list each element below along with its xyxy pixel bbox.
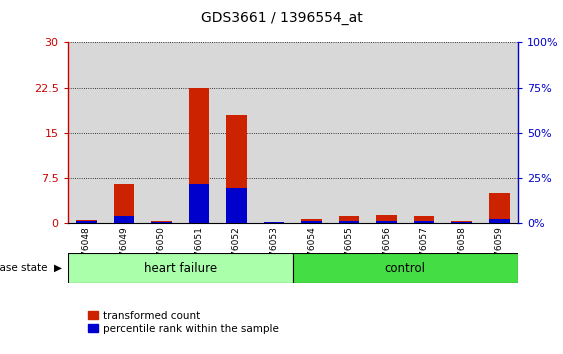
Bar (443, 42, 480, 223)
Text: control: control (385, 262, 426, 275)
Bar (151, 222, 172, 223)
Bar (405, 42, 443, 223)
Bar (114, 184, 134, 223)
Text: disease state  ▶: disease state ▶ (0, 263, 62, 273)
Bar (68, 253, 293, 283)
Text: GDS3661 / 1396554_at: GDS3661 / 1396554_at (200, 11, 363, 25)
Bar (414, 221, 435, 223)
Bar (68, 42, 105, 223)
Bar (489, 218, 510, 223)
Bar (263, 222, 284, 223)
Bar (189, 184, 209, 223)
Bar (339, 221, 359, 223)
Bar (452, 222, 472, 223)
Bar (114, 216, 134, 223)
Bar (151, 221, 172, 223)
Bar (339, 216, 359, 223)
Bar (293, 253, 518, 283)
Bar (414, 216, 435, 223)
Bar (180, 42, 218, 223)
Bar (255, 42, 293, 223)
Bar (452, 221, 472, 223)
Bar (142, 42, 180, 223)
Bar (376, 215, 397, 223)
Bar (226, 115, 247, 223)
Bar (480, 42, 518, 223)
Bar (293, 42, 330, 223)
Bar (301, 219, 322, 223)
Bar (489, 193, 510, 223)
Bar (76, 221, 97, 223)
Legend: transformed count, percentile rank within the sample: transformed count, percentile rank withi… (84, 307, 283, 338)
Bar (76, 220, 97, 223)
Bar (376, 221, 397, 223)
Bar (330, 42, 368, 223)
Bar (263, 222, 284, 223)
Text: heart failure: heart failure (144, 262, 217, 275)
Bar (105, 42, 142, 223)
Bar (368, 42, 405, 223)
Bar (218, 42, 255, 223)
Bar (226, 188, 247, 223)
Bar (189, 88, 209, 223)
Bar (301, 221, 322, 223)
